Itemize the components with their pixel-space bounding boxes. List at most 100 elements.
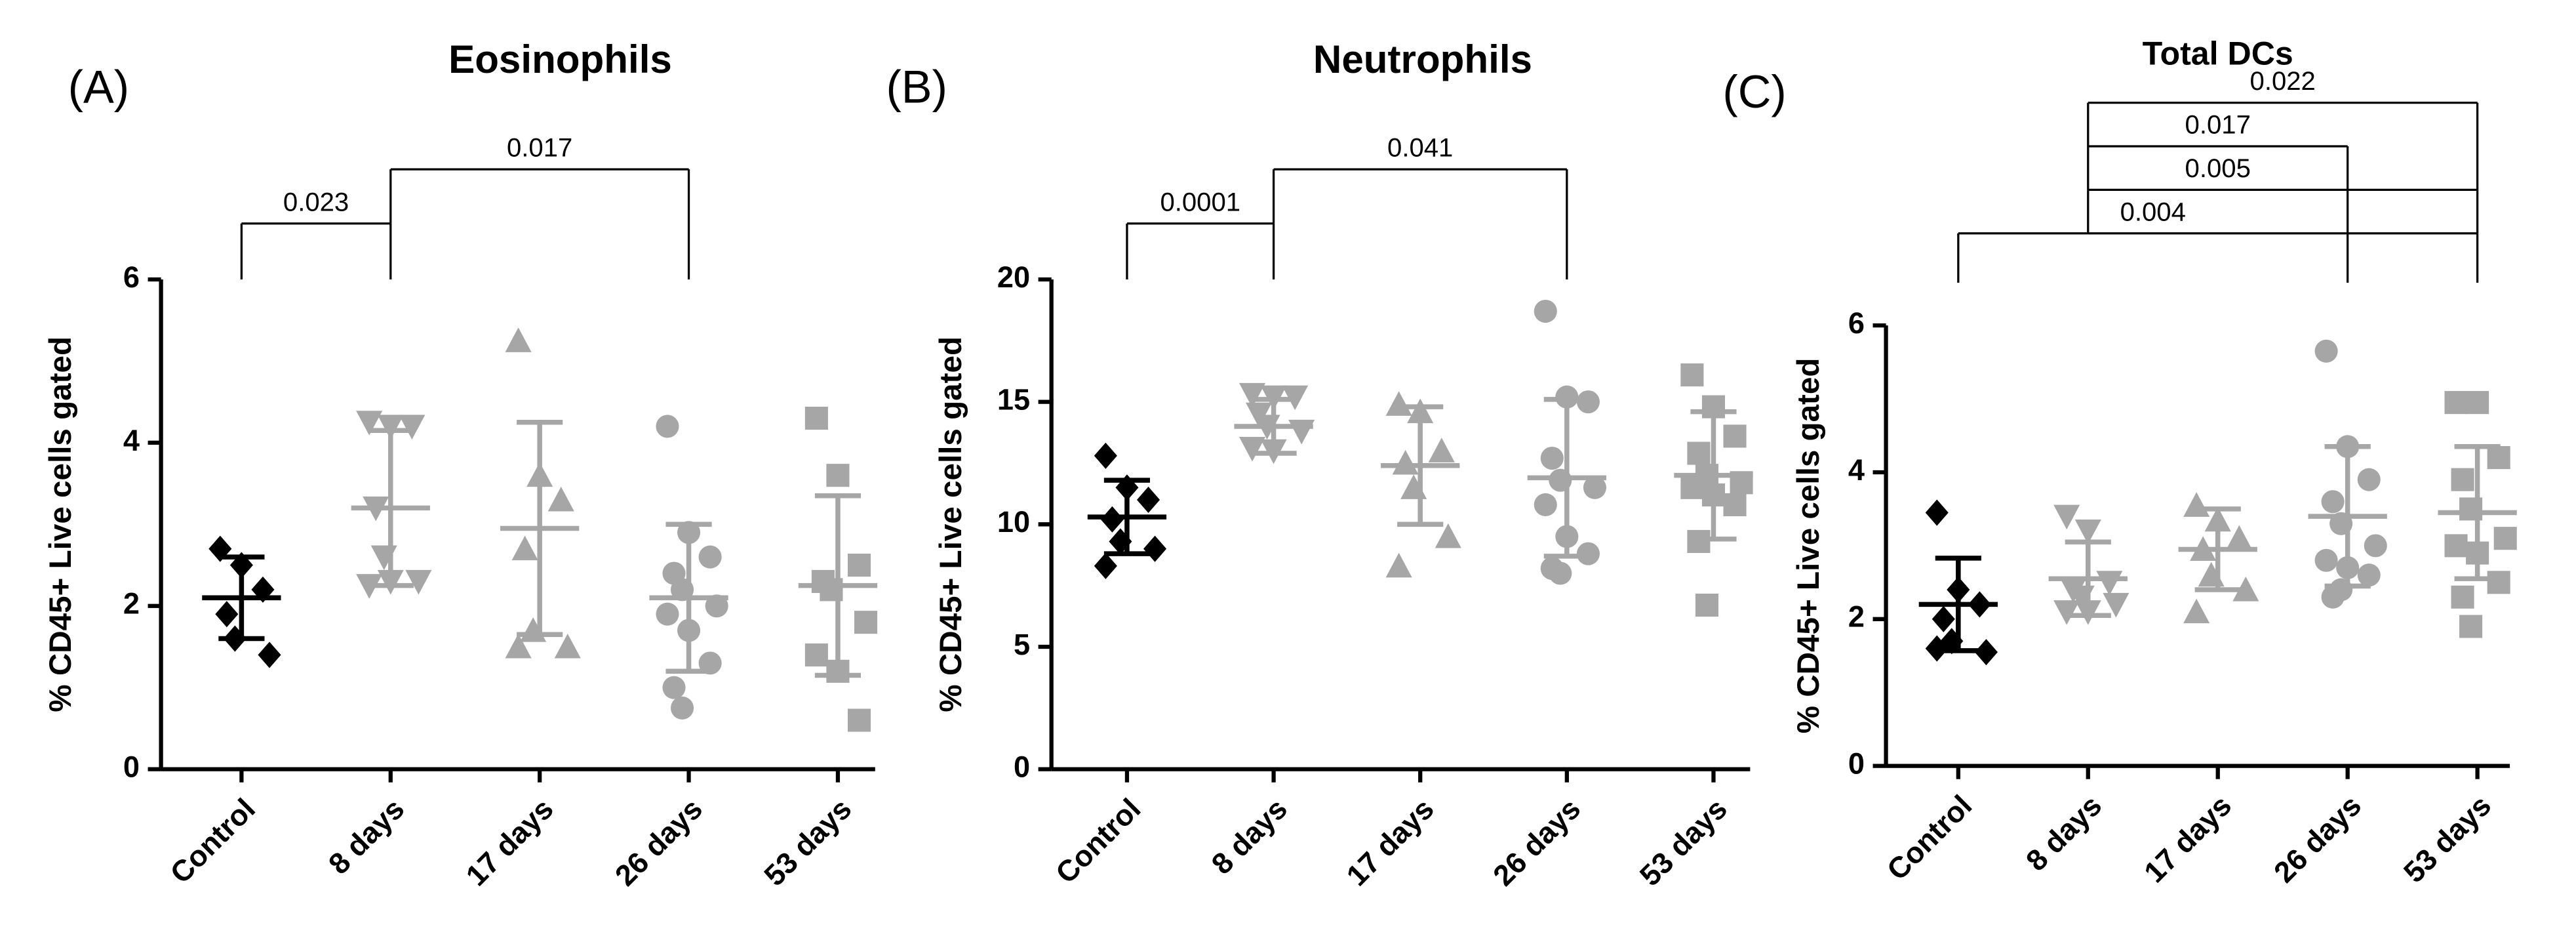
x-tick-label: 17 days <box>2137 788 2238 889</box>
point <box>2466 391 2489 415</box>
y-tick-label: 2 <box>123 587 140 621</box>
y-tick-label: 6 <box>123 260 140 294</box>
point <box>2444 534 2468 558</box>
y-axis-label: % CD45+ Live cells gated <box>43 337 78 712</box>
point <box>2451 468 2474 491</box>
point <box>2198 562 2225 587</box>
point <box>2314 339 2338 363</box>
x-tick-label: Control <box>163 792 261 889</box>
point <box>2451 585 2474 609</box>
point <box>847 553 871 577</box>
point <box>1136 486 1160 514</box>
x-tick-label: Control <box>1049 792 1147 889</box>
point <box>2357 468 2381 491</box>
point <box>1238 437 1266 462</box>
y-tick-label: 2 <box>1848 600 1865 634</box>
point <box>511 535 538 561</box>
chart-title: Neutrophils <box>1313 37 1532 81</box>
point <box>258 642 281 668</box>
p-value: 0.022 <box>2250 67 2316 96</box>
point <box>370 545 397 571</box>
point <box>2232 576 2259 602</box>
point <box>2314 548 2338 572</box>
point <box>2357 563 2381 587</box>
point <box>2226 525 2253 550</box>
point <box>2321 490 2345 514</box>
point <box>656 415 679 438</box>
y-tick-label: 4 <box>1848 453 1865 487</box>
point <box>356 411 383 436</box>
p-value: 0.005 <box>2185 154 2251 183</box>
point <box>2487 571 2510 594</box>
point <box>1428 438 1455 462</box>
point <box>1094 442 1117 469</box>
x-tick-label: 53 days <box>1633 792 1734 892</box>
point <box>2096 571 2123 596</box>
point <box>2074 519 2101 544</box>
y-tick-label: 5 <box>1014 628 1030 661</box>
point <box>1723 424 1747 448</box>
point <box>2364 534 2387 558</box>
point <box>2459 615 2483 638</box>
x-tick-label: 53 days <box>2397 788 2497 889</box>
y-tick-label: 0 <box>1848 747 1865 781</box>
point <box>2183 492 2210 517</box>
point <box>1695 593 1718 617</box>
panel-label: (A) <box>68 60 130 112</box>
y-tick-label: 15 <box>997 383 1030 417</box>
point <box>215 601 239 628</box>
y-tick-label: 0 <box>123 750 140 784</box>
point <box>520 617 547 642</box>
point <box>1680 363 1704 387</box>
point <box>547 486 574 512</box>
point <box>1094 552 1117 579</box>
point <box>1549 562 1572 585</box>
point <box>505 633 532 659</box>
point <box>1687 441 1711 465</box>
p-value: 0.004 <box>2120 197 2186 226</box>
p-value: 0.017 <box>2185 111 2251 140</box>
point <box>2053 600 2080 625</box>
y-axis-label: % CD45+ Live cells gated <box>1791 358 1826 734</box>
point <box>1723 493 1747 516</box>
point <box>670 696 694 720</box>
point <box>847 708 871 732</box>
chart-title: Eosinophils <box>448 37 672 81</box>
point <box>1288 419 1315 445</box>
p-value: 0.017 <box>507 134 572 163</box>
y-tick-label: 4 <box>123 424 140 457</box>
p-value: 0.0001 <box>1160 188 1240 216</box>
point <box>1932 605 1955 632</box>
x-tick-label: 26 days <box>2267 788 2368 889</box>
x-tick-label: 8 days <box>322 792 410 880</box>
point <box>804 406 828 430</box>
y-tick-label: 20 <box>997 260 1030 294</box>
y-tick-label: 6 <box>1848 306 1865 340</box>
chart-title: Total DCs <box>2143 35 2293 72</box>
x-tick-label: 17 days <box>460 792 560 892</box>
y-tick-label: 10 <box>997 505 1030 539</box>
point <box>2103 592 2130 618</box>
point <box>1392 449 1419 475</box>
point <box>1680 476 1704 499</box>
point <box>1925 499 1949 526</box>
point <box>1400 474 1427 499</box>
y-tick-label: 0 <box>1014 750 1030 784</box>
point <box>1534 299 1557 323</box>
point <box>1385 552 1412 578</box>
point <box>1974 639 1998 666</box>
point <box>1385 391 1412 416</box>
point <box>656 602 679 626</box>
p-value: 0.041 <box>1387 134 1453 163</box>
point <box>2053 504 2080 530</box>
point <box>662 676 686 699</box>
point <box>399 415 426 440</box>
point <box>1583 476 1606 499</box>
point <box>826 464 850 487</box>
x-tick-label: 26 days <box>608 792 709 892</box>
y-axis-label: % CD45+ Live cells gated <box>934 337 968 712</box>
point <box>1143 535 1167 562</box>
point <box>554 633 581 659</box>
x-tick-label: 8 days <box>1205 792 1294 880</box>
